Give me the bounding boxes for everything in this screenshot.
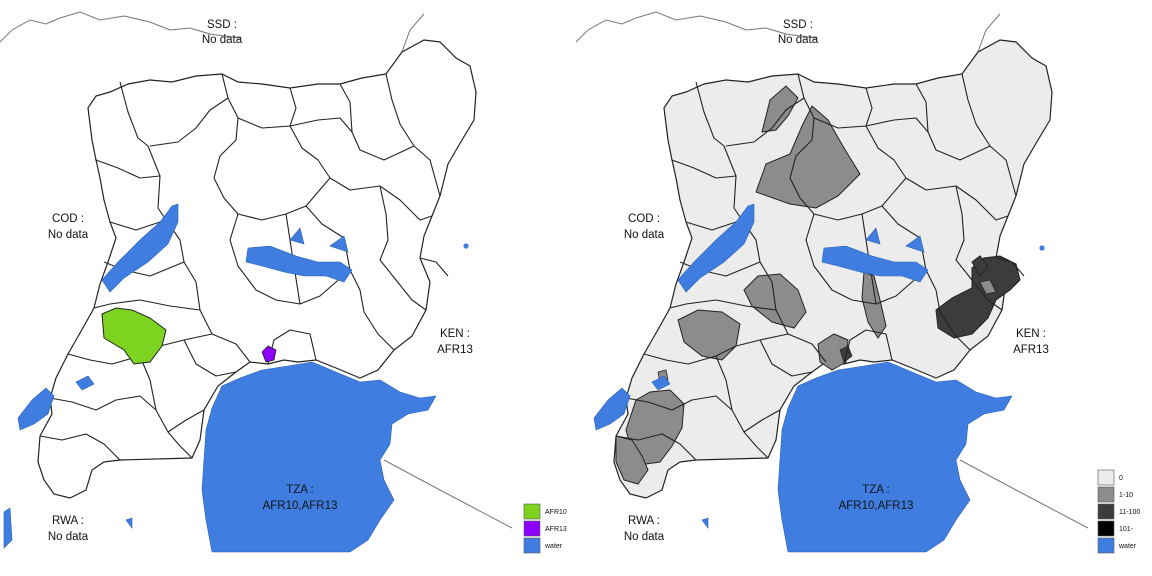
legend-label-0: 0 [1119, 475, 1123, 482]
legend-right: 0 1-10 11-100 101- water [1097, 469, 1140, 554]
left-map: SSD : No data COD : No data KEN : AFR13 … [0, 11, 567, 554]
label-cod-value: No data [48, 229, 89, 241]
lake-victoria [201, 361, 437, 553]
label-cod-value: No data [624, 229, 665, 241]
label-tza-value: AFR10,AFR13 [263, 500, 338, 512]
water-edge [3, 507, 13, 549]
label-tza-code: TZA : [286, 484, 313, 496]
legend-swatch-0 [1097, 469, 1115, 486]
legend-label-11-100: 11-100 [1119, 509, 1140, 516]
water-speck [125, 517, 133, 529]
legend-label-water: water [544, 543, 563, 550]
label-tza-code: TZA : [862, 484, 889, 496]
lake-victoria [777, 361, 1013, 553]
water-dot [1039, 245, 1045, 251]
legend-swatch-1-10 [1097, 486, 1115, 503]
legend-label-1-10: 1-10 [1119, 492, 1133, 499]
legend-swatch-11-100 [1097, 503, 1115, 520]
right-map: SSD : No data COD : No data KEN : AFR13 … [575, 11, 1140, 554]
legend-label-101: 101- [1119, 526, 1134, 533]
district-gray-northwest[interactable] [761, 85, 799, 133]
water-speck [701, 517, 709, 529]
label-ken-value: AFR13 [1013, 344, 1049, 356]
label-cod-code: COD : [628, 213, 660, 225]
label-ken-code: KEN : [1016, 328, 1046, 340]
water-dot [463, 243, 469, 249]
legend-label-afr13: AFR13 [545, 526, 567, 533]
legend-swatch-water [1097, 537, 1115, 554]
legend-swatch-101 [1097, 520, 1115, 537]
label-rwa-code: RWA : [52, 515, 84, 527]
district-afr10[interactable] [101, 307, 167, 365]
legend-label-water: water [1118, 543, 1137, 550]
label-rwa-value: No data [48, 531, 89, 543]
country-labels: SSD : No data COD : No data KEN : AFR13 … [624, 19, 1049, 543]
legend-left: AFR10 AFR13 water [523, 503, 567, 554]
label-rwa-code: RWA : [628, 515, 660, 527]
label-ssd-value: No data [202, 34, 243, 46]
district-gray-far-southwest[interactable] [615, 435, 649, 485]
district-dark-east-small[interactable] [971, 255, 989, 277]
label-tza-value: AFR10,AFR13 [839, 500, 914, 512]
legend-label-afr10: AFR10 [545, 509, 567, 516]
legend-swatch-afr10 [523, 503, 541, 520]
label-ssd-code: SSD : [783, 19, 813, 31]
country-labels: SSD : No data COD : No data KEN : AFR13 … [48, 19, 473, 543]
district-afr13[interactable] [261, 345, 277, 363]
label-cod-code: COD : [52, 213, 84, 225]
legend-swatch-water [523, 537, 541, 554]
district-gray-north[interactable] [755, 105, 861, 209]
label-ken-code: KEN : [440, 328, 470, 340]
label-ssd-code: SSD : [207, 19, 237, 31]
label-ken-value: AFR13 [437, 344, 473, 356]
label-ssd-value: No data [778, 34, 819, 46]
district-dark-east[interactable] [935, 255, 1021, 339]
district-gray-east-inset[interactable] [979, 279, 997, 295]
legend-swatch-afr13 [523, 520, 541, 537]
label-rwa-value: No data [624, 531, 665, 543]
